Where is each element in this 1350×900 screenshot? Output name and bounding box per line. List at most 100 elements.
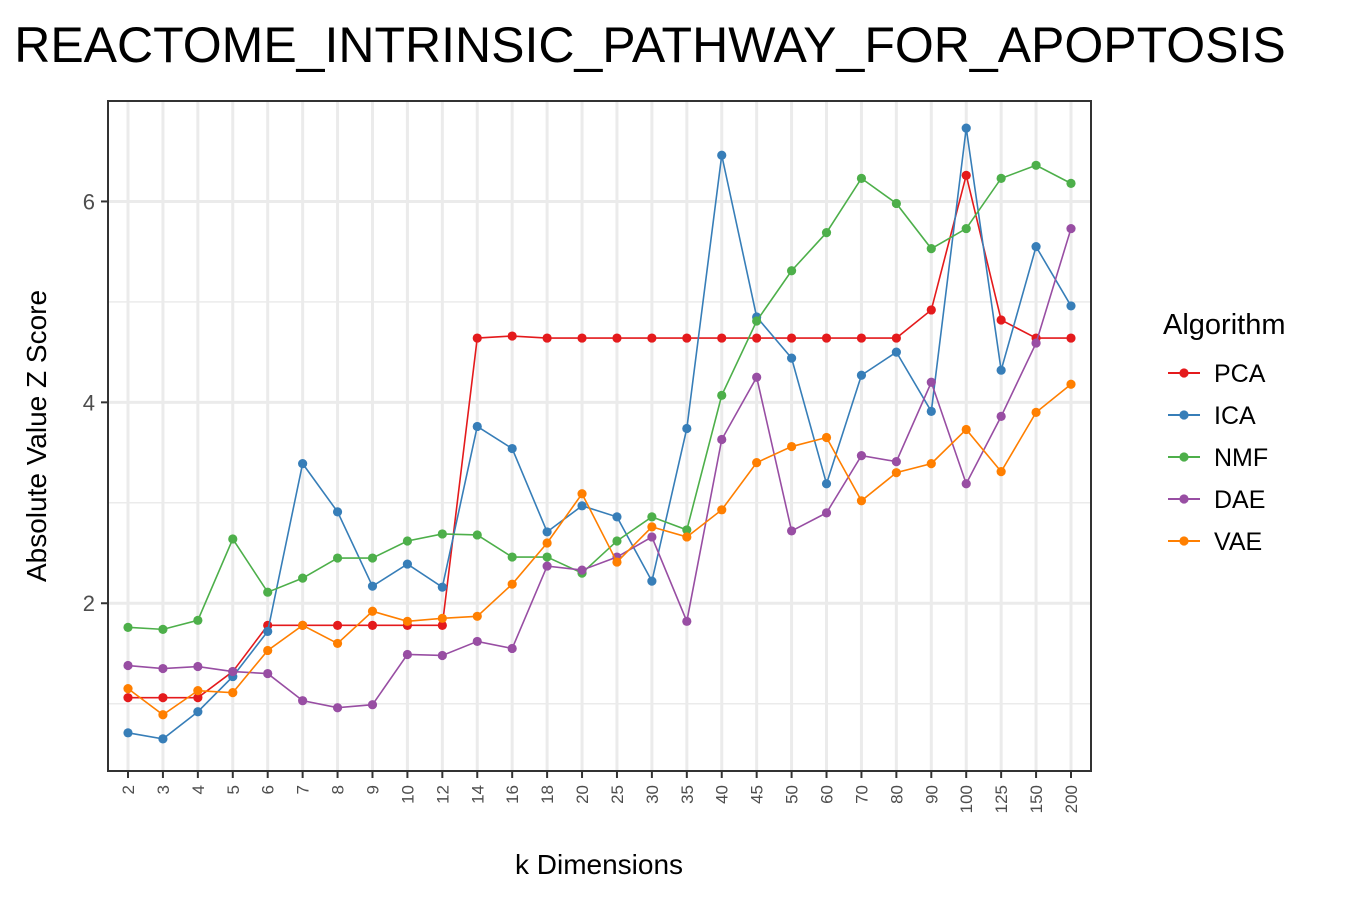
data-point-pca xyxy=(786,333,797,343)
data-point-nmf xyxy=(891,198,901,209)
data-point-vae xyxy=(402,616,413,626)
x-axis-title: k Dimensions xyxy=(515,849,683,880)
data-point-ica xyxy=(612,512,622,522)
x-tick-label: 70 xyxy=(852,785,871,804)
y-tick-label: 6 xyxy=(83,189,95,214)
x-tick-label: 25 xyxy=(608,785,627,804)
data-point-dae xyxy=(263,668,273,679)
data-point-pca xyxy=(961,170,971,180)
data-point-ica xyxy=(437,582,447,592)
x-tick-label: 30 xyxy=(643,785,662,804)
data-point-vae xyxy=(507,579,517,589)
data-point-dae xyxy=(332,703,343,713)
data-point-vae xyxy=(821,432,832,443)
data-point-vae xyxy=(856,496,867,506)
data-point-pca xyxy=(996,315,1006,325)
data-point-nmf xyxy=(996,173,1006,183)
data-point-vae xyxy=(647,522,657,532)
data-point-nmf xyxy=(926,244,936,254)
series-dae xyxy=(123,223,1076,713)
series-vae xyxy=(123,379,1076,720)
plot-area xyxy=(108,101,1091,771)
x-tick-label: 3 xyxy=(154,785,173,794)
data-point-ica xyxy=(961,123,971,133)
data-point-dae xyxy=(1066,223,1076,234)
data-point-dae xyxy=(123,660,133,671)
series-line-pca xyxy=(128,175,1071,699)
x-tick-label: 18 xyxy=(538,785,557,804)
data-point-dae xyxy=(996,411,1006,422)
grid xyxy=(108,101,1091,771)
data-point-pca xyxy=(367,620,378,630)
data-point-pca xyxy=(577,333,587,343)
x-tick-label: 90 xyxy=(922,785,941,804)
chart-title: REACTOME_INTRINSIC_PATHWAY_FOR_APOPTOSIS xyxy=(14,17,1286,73)
legend-swatch-point xyxy=(1179,410,1189,420)
y-tick-label: 4 xyxy=(83,390,95,415)
data-point-nmf xyxy=(472,530,482,540)
data-point-vae xyxy=(891,468,901,478)
data-point-vae xyxy=(367,606,378,616)
data-point-ica xyxy=(158,734,168,744)
data-point-ica xyxy=(542,527,552,537)
data-point-ica xyxy=(996,365,1006,375)
data-point-dae xyxy=(472,636,482,647)
data-point-ica xyxy=(123,728,133,738)
x-tick-label: 12 xyxy=(433,785,452,804)
data-point-pca xyxy=(752,333,762,343)
data-point-nmf xyxy=(647,512,657,522)
data-point-vae xyxy=(961,424,971,435)
data-point-dae xyxy=(752,372,762,382)
x-tick-label: 16 xyxy=(503,785,522,804)
series-line-ica xyxy=(127,128,1072,740)
data-point-dae xyxy=(193,661,203,672)
data-point-pca xyxy=(612,333,622,343)
data-point-pca xyxy=(717,333,727,343)
data-point-ica xyxy=(332,507,343,517)
data-point-ica xyxy=(577,501,587,511)
data-point-nmf xyxy=(542,552,552,562)
x-tick-label: 10 xyxy=(398,785,417,804)
data-point-nmf xyxy=(856,173,867,183)
y-axis-title: Absolute Value Z Score xyxy=(21,290,52,582)
plot-border xyxy=(107,100,1092,772)
data-point-ica xyxy=(193,707,203,717)
data-point-dae xyxy=(961,479,971,489)
data-point-dae xyxy=(891,457,901,467)
data-point-vae xyxy=(193,686,203,696)
data-point-nmf xyxy=(228,534,238,544)
data-point-nmf xyxy=(752,316,762,326)
legend-swatch-point xyxy=(1179,452,1189,462)
data-point-nmf xyxy=(402,536,413,546)
x-tick-label: 50 xyxy=(783,785,802,804)
data-point-vae xyxy=(682,532,692,542)
legend-item-dae: DAE xyxy=(1168,486,1265,514)
data-point-vae xyxy=(158,710,168,720)
data-point-nmf xyxy=(612,536,622,546)
data-point-vae xyxy=(437,613,447,623)
data-point-dae xyxy=(437,650,447,661)
data-point-nmf xyxy=(367,553,378,563)
x-tick-label: 100 xyxy=(957,785,976,813)
legend-label: NMF xyxy=(1214,444,1268,472)
x-tick-label: 150 xyxy=(1027,785,1046,813)
data-point-dae xyxy=(786,526,797,536)
data-point-nmf xyxy=(786,266,797,276)
data-point-dae xyxy=(367,700,378,710)
data-point-vae xyxy=(298,620,308,630)
data-point-vae xyxy=(612,557,622,567)
data-point-ica xyxy=(1031,242,1041,252)
data-point-pca xyxy=(821,333,832,343)
data-point-pca xyxy=(123,693,133,703)
x-tick-label: 35 xyxy=(678,785,697,804)
x-tick-label: 40 xyxy=(713,785,732,804)
data-point-ica xyxy=(856,370,867,380)
legend-swatch-point xyxy=(1179,536,1189,546)
data-point-ica xyxy=(507,443,517,454)
data-point-vae xyxy=(752,458,762,468)
data-point-vae xyxy=(472,611,482,621)
data-point-pca xyxy=(437,620,447,630)
x-tick-label: 8 xyxy=(329,785,348,794)
